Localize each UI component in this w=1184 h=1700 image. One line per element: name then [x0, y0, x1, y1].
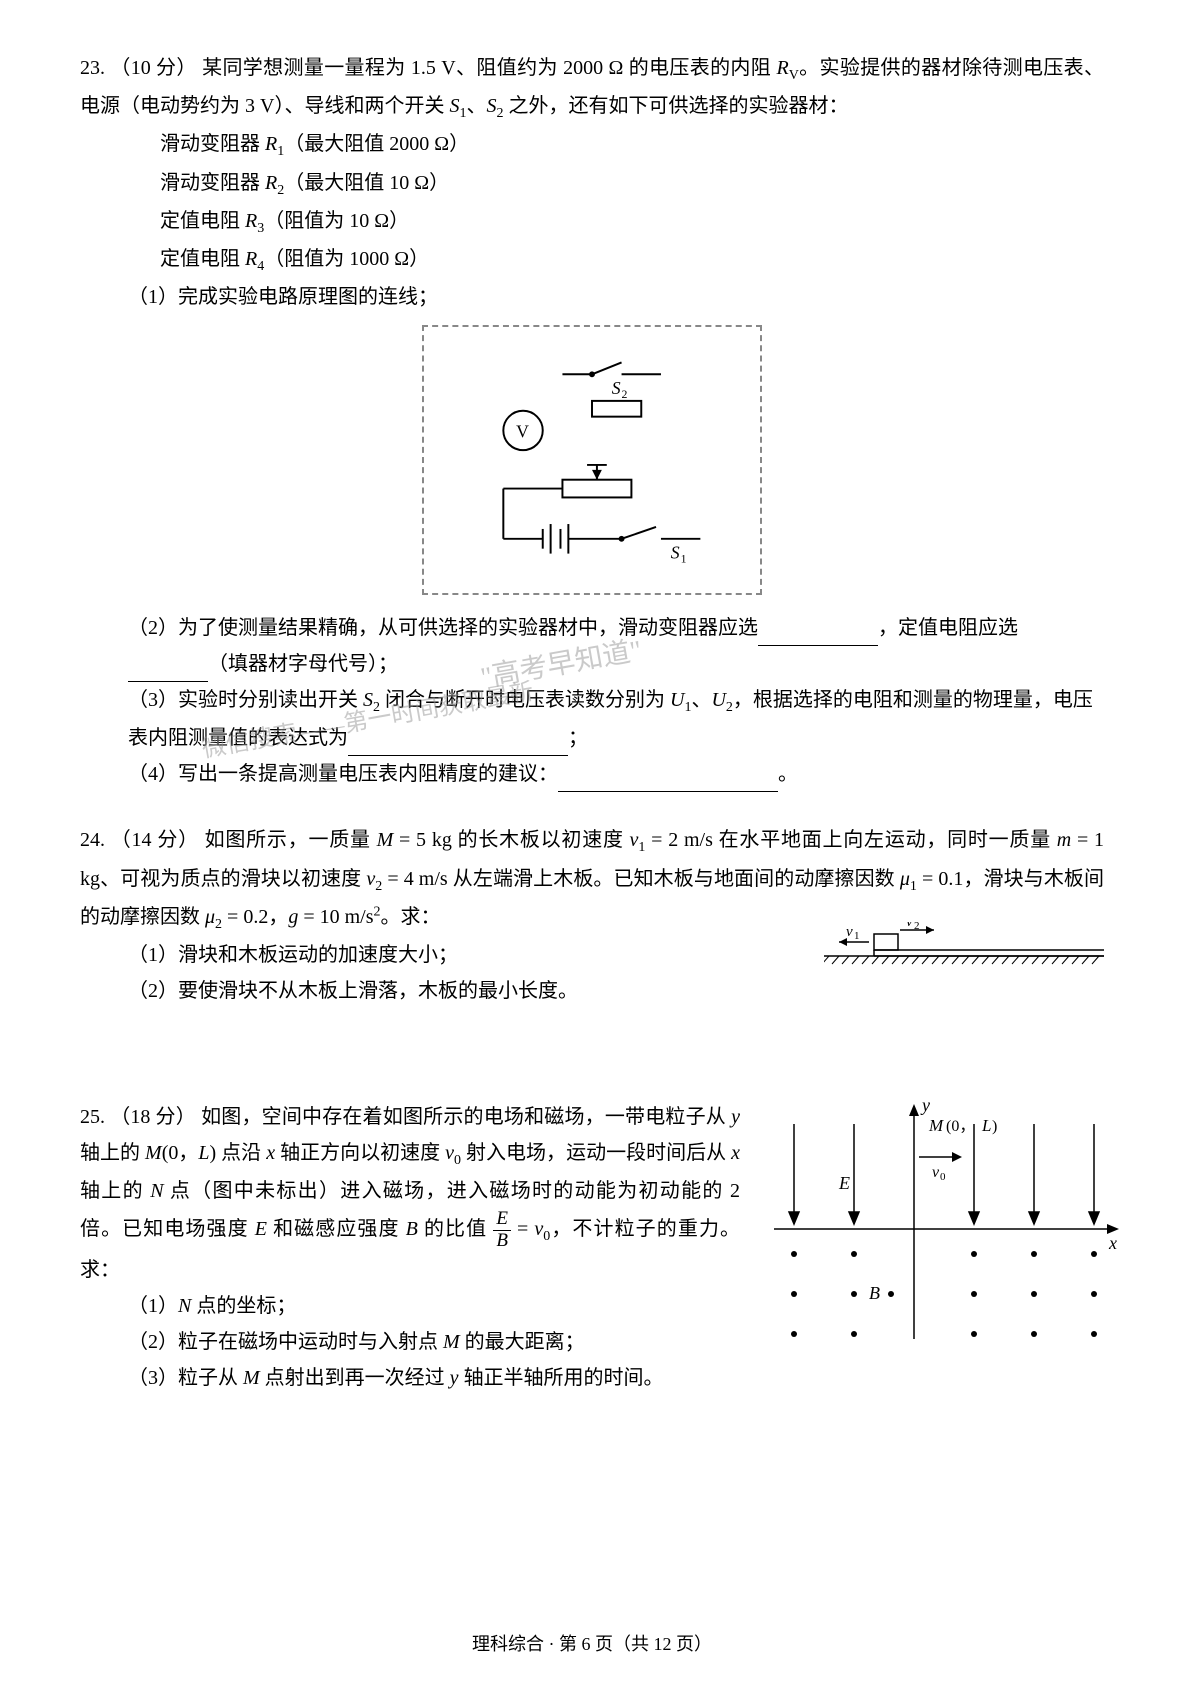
- problem-24: 24. （14 分） 如图所示，一质量 M = 5 kg 的长木板以初速度 v1…: [80, 822, 1104, 1009]
- svg-text:y: y: [920, 1095, 930, 1115]
- p23-sub2: （2）为了使测量结果精确，从可供选择的实验器材中，滑动变阻器应选，定值电阻应选: [80, 610, 1104, 646]
- blank-resistor[interactable]: [128, 658, 208, 682]
- p25-sub2: （2）粒子在磁场中运动时与入射点 M 的最大距离；: [80, 1324, 740, 1360]
- svg-text:L: L: [981, 1116, 991, 1135]
- problem-number: 25.: [80, 1106, 105, 1128]
- problem-number: 23.: [80, 57, 105, 79]
- circuit-svg: S 2 V S 1: [424, 327, 760, 593]
- svg-text:S: S: [612, 378, 621, 398]
- problem-points: （18 分）: [110, 1106, 196, 1128]
- svg-text:x: x: [1108, 1233, 1117, 1253]
- svg-text:M: M: [928, 1116, 944, 1135]
- problem-23: 23. （10 分） 某同学想测量一量程为 1.5 V、阻值约为 2000 Ω …: [80, 50, 1104, 792]
- equipment-r4: 定值电阻 R4（阻值为 1000 Ω）: [80, 241, 1104, 279]
- svg-text:v: v: [906, 922, 913, 930]
- svg-text:S: S: [671, 543, 680, 563]
- blank-rheostat[interactable]: [758, 622, 878, 646]
- problem-number: 24.: [80, 829, 105, 851]
- problem-25: 25. （18 分） 如图，空间中存在着如图所示的电场和磁场，一带电粒子从 y …: [80, 1099, 1104, 1396]
- p23-sub1: （1）完成实验电路原理图的连线；: [80, 279, 1104, 315]
- blank-expression[interactable]: [348, 732, 568, 756]
- p23-sub4: （4）写出一条提高测量电压表内阻精度的建议：。: [80, 756, 1104, 792]
- equipment-r1: 滑动变阻器 R1（最大阻值 2000 Ω）: [80, 126, 1104, 164]
- svg-text:E: E: [838, 1173, 850, 1193]
- svg-text:1: 1: [681, 552, 687, 566]
- svg-text:): ): [992, 1118, 997, 1135]
- equipment-r3: 定值电阻 R3（阻值为 10 Ω）: [80, 203, 1104, 241]
- p25-diagram: y x M (0， L ) E v 0: [764, 1089, 1124, 1349]
- svg-text:v: v: [932, 1164, 940, 1181]
- p24-intro: 24. （14 分） 如图所示，一质量 M = 5 kg 的长木板以初速度 v1…: [80, 822, 1104, 937]
- svg-text:(0，: (0，: [946, 1118, 975, 1135]
- svg-text:v: v: [846, 924, 853, 940]
- blank-suggestion[interactable]: [558, 768, 778, 792]
- svg-text:B: B: [869, 1283, 880, 1303]
- problem-intro-text: 某同学想测量一量程为 1.5 V、阻值约为 2000 Ω 的电压表的内阻 RV。…: [80, 57, 1104, 117]
- p25-intro: 25. （18 分） 如图，空间中存在着如图所示的电场和磁场，一带电粒子从 y …: [80, 1099, 740, 1288]
- p23-sub2-line2: （填器材字母代号）；: [80, 646, 1104, 682]
- equipment-r2: 滑动变阻器 R2（最大阻值 10 Ω）: [80, 165, 1104, 203]
- page-footer: 理科综合 · 第 6 页（共 12 页）: [0, 1628, 1184, 1660]
- svg-text:1: 1: [854, 930, 860, 942]
- circuit-diagram: S 2 V S 1: [422, 325, 762, 595]
- p25-sub1: （1）N 点的坐标；: [80, 1288, 740, 1324]
- p23-sub3: （3）实验时分别读出开关 S2 闭合与断开时电压表读数分别为 U1、U2，根据选…: [80, 682, 1104, 756]
- problem-points: （10 分）: [110, 57, 196, 79]
- p25-sub3: （3）粒子从 M 点射出到再一次经过 y 轴正半轴所用的时间。: [80, 1360, 740, 1396]
- p24-diagram: v 1 v 2: [824, 922, 1104, 982]
- svg-text:2: 2: [622, 387, 628, 401]
- svg-text:2: 2: [914, 922, 920, 932]
- problem-points: （14 分）: [111, 829, 199, 851]
- problem-23-intro: 23. （10 分） 某同学想测量一量程为 1.5 V、阻值约为 2000 Ω …: [80, 50, 1104, 126]
- voltmeter-label: V: [516, 421, 529, 441]
- svg-text:0: 0: [940, 1171, 946, 1183]
